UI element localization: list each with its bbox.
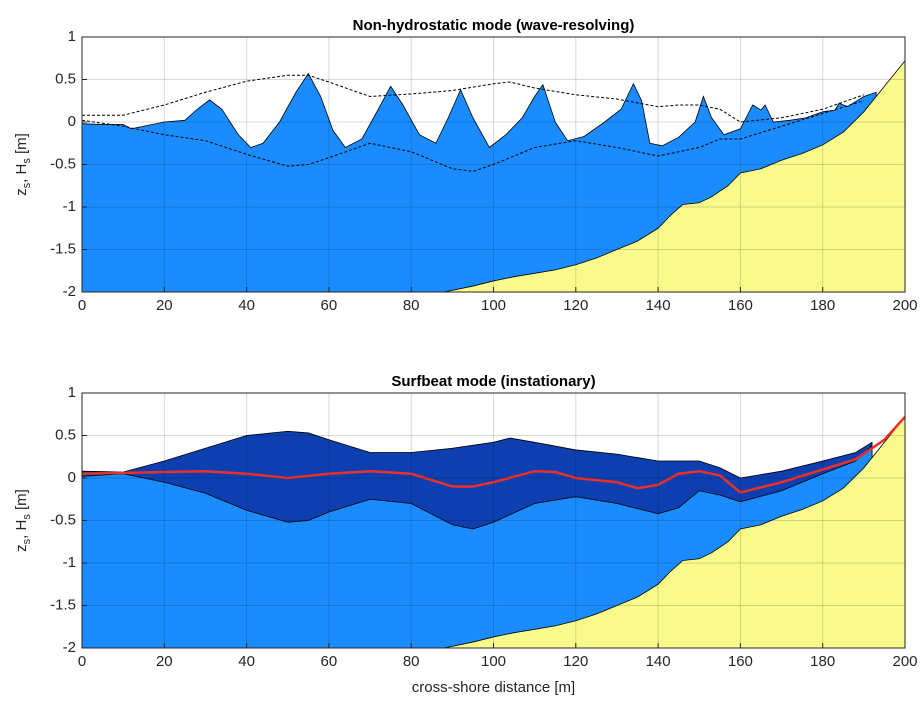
y-axis-label-part: [m] bbox=[13, 133, 30, 158]
axes-box bbox=[81, 36, 906, 293]
y-tick-label: 0 bbox=[68, 469, 76, 486]
chart-title: Non-hydrostatic mode (wave-resolving) bbox=[353, 17, 635, 34]
y-axis-label-part: z bbox=[13, 188, 30, 196]
x-tick-label: 100 bbox=[481, 297, 506, 314]
x-tick-label: 120 bbox=[563, 653, 588, 670]
x-tick-label: 60 bbox=[321, 653, 338, 670]
chart-title: Surfbeat mode (instationary) bbox=[391, 373, 595, 390]
y-axis-label: zs, Hs [m] bbox=[13, 489, 33, 552]
line bbox=[82, 415, 905, 494]
x-tick-label: 20 bbox=[156, 297, 173, 314]
x-tick-label: 140 bbox=[646, 653, 671, 670]
subplot: 0 20 40 60 80 100 120 140 160 180 200 -2 -1.5 -1 -0.5 0… bbox=[13, 373, 918, 696]
x-axis-label: cross-shore distance [m] bbox=[412, 679, 575, 696]
y-axis-label-part: s bbox=[21, 514, 33, 520]
y-tick-label: -1.5 bbox=[50, 240, 76, 257]
axes-box bbox=[81, 392, 906, 649]
x-tick-label: 20 bbox=[156, 653, 173, 670]
x-tick-label: 160 bbox=[728, 297, 753, 314]
x-tick-label: 180 bbox=[810, 653, 835, 670]
x-tick-label: 0 bbox=[78, 653, 86, 670]
subplot: 0 20 40 60 80 100 120 140 160 180 200 -2 -1.5 -1 -0.5 0… bbox=[13, 17, 918, 314]
y-tick-label: 0.5 bbox=[55, 426, 76, 443]
plot-layer bbox=[82, 60, 905, 292]
x-tick-label: 160 bbox=[728, 653, 753, 670]
x-tick-label: 200 bbox=[892, 653, 917, 670]
plot-layer bbox=[82, 415, 905, 648]
y-tick-label: 1 bbox=[68, 28, 76, 45]
x-tick-label: 180 bbox=[810, 297, 835, 314]
y-axis-label-part: z bbox=[13, 544, 30, 552]
x-tick-label: 200 bbox=[892, 297, 917, 314]
x-tick-label: 80 bbox=[403, 653, 420, 670]
y-tick-label: 0.5 bbox=[55, 70, 76, 87]
x-tick-label: 40 bbox=[238, 653, 255, 670]
y-tick-label: -1 bbox=[63, 198, 76, 215]
area bbox=[444, 60, 905, 292]
y-tick-label: 0 bbox=[68, 113, 76, 130]
dashed-line bbox=[82, 100, 864, 172]
y-tick-label: -1 bbox=[63, 554, 76, 571]
y-tick-label: -2 bbox=[63, 639, 76, 656]
x-tick-label: 0 bbox=[78, 297, 86, 314]
x-tick-label: 120 bbox=[563, 297, 588, 314]
y-axis-label-part: , H bbox=[13, 520, 30, 539]
y-axis-label: zs, Hs [m] bbox=[13, 133, 33, 196]
y-axis-label-part: [m] bbox=[13, 489, 30, 514]
y-axis-label-part: s bbox=[21, 158, 33, 164]
y-tick-label: 1 bbox=[68, 384, 76, 401]
y-tick-label: -2 bbox=[63, 283, 76, 300]
y-tick-label: -0.5 bbox=[50, 155, 76, 172]
x-tick-label: 80 bbox=[403, 297, 420, 314]
x-tick-label: 40 bbox=[238, 297, 255, 314]
y-tick-label: -0.5 bbox=[50, 511, 76, 528]
y-tick-label: -1.5 bbox=[50, 596, 76, 613]
x-tick-label: 140 bbox=[646, 297, 671, 314]
x-tick-label: 100 bbox=[481, 653, 506, 670]
area bbox=[444, 416, 905, 648]
y-axis-label-part: s bbox=[21, 182, 33, 188]
y-axis-label-part: , H bbox=[13, 164, 30, 183]
dashed-line bbox=[82, 74, 865, 123]
x-tick-label: 60 bbox=[321, 297, 338, 314]
y-axis-label-part: s bbox=[21, 538, 33, 544]
